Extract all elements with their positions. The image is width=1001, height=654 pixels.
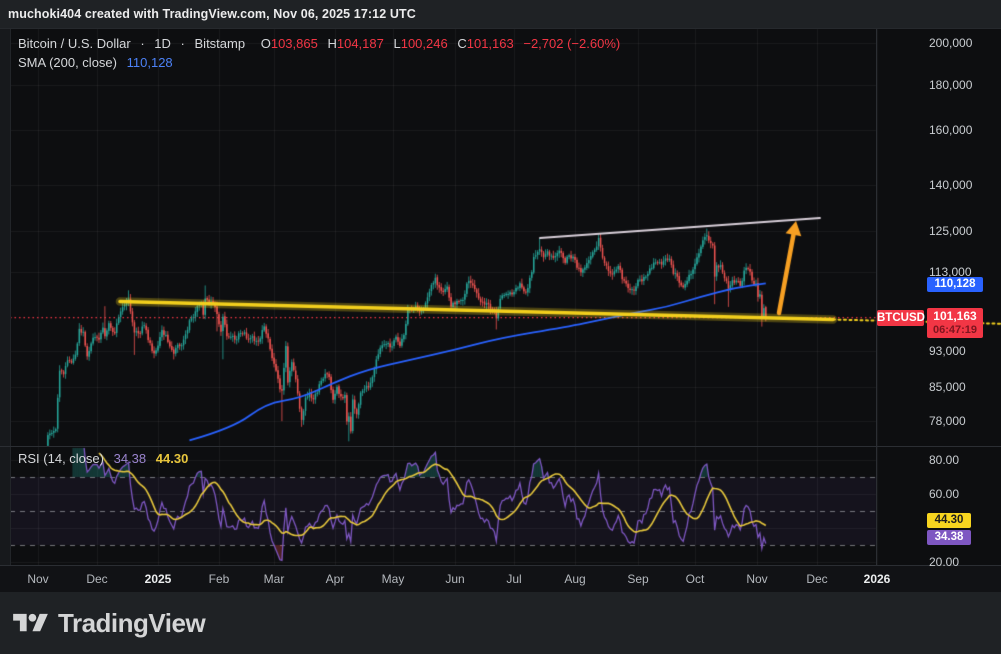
price-tick-label: 160,000: [929, 123, 972, 137]
rsi-badge-value: 34.38: [935, 531, 964, 543]
separator-dot: ·: [181, 36, 185, 51]
price-tick-label: 93,000: [929, 344, 966, 358]
tradingview-snapshot: muchoki404 created with TradingView.com,…: [0, 0, 1001, 654]
sma-price-badge: 110,128: [927, 277, 983, 292]
open-value: 103,865: [271, 36, 318, 51]
time-tick-label: Nov: [27, 572, 48, 586]
time-tick-label: May: [382, 572, 405, 586]
time-tick-label: Dec: [806, 572, 827, 586]
rsi-tick-label: 80.00: [929, 453, 959, 467]
exchange-label: Bitstamp: [195, 36, 246, 51]
separator-dot: ·: [140, 36, 144, 51]
price-tick-label: 78,000: [929, 414, 966, 428]
symbol-badge-text: BTCUSD: [877, 312, 925, 324]
left-margin: [0, 28, 11, 592]
time-tick-label: Apr: [326, 572, 345, 586]
low-label: L: [393, 36, 400, 51]
rsi-tick-label: 20.00: [929, 555, 959, 569]
rsi-tick-label: 60.00: [929, 487, 959, 501]
price-tick-label: 140,000: [929, 178, 972, 192]
high-label: H: [327, 36, 336, 51]
price-tick-label: 200,000: [929, 36, 972, 50]
time-tick-label: Nov: [746, 572, 767, 586]
symbol-price-label: BTCUSD: [877, 310, 924, 326]
last-price-value: 101,163: [927, 309, 983, 324]
rsi-badge: 34.38: [927, 530, 971, 545]
time-tick-label: Jun: [445, 572, 464, 586]
rsi-label: RSI (14, close): [18, 451, 104, 466]
time-tick-label: 2026: [864, 572, 891, 586]
high-value: 104,187: [337, 36, 384, 51]
time-tick-label: Dec: [86, 572, 107, 586]
pane-separator[interactable]: [0, 446, 1001, 447]
open-label: O: [261, 36, 271, 51]
attribution-bar: muchoki404 created with TradingView.com,…: [0, 0, 1001, 29]
time-tick-label: Jul: [506, 572, 521, 586]
time-tick-label: 2025: [145, 572, 172, 586]
rsi-legend[interactable]: RSI (14, close) 34.38 44.30: [18, 451, 188, 466]
time-tick-label: Mar: [264, 572, 285, 586]
time-tick-label: Aug: [564, 572, 585, 586]
rsi-value: 34.38: [114, 451, 147, 466]
rsi-ma-badge-value: 44.30: [935, 514, 964, 526]
change-value: −2,702 (−2.60%): [523, 36, 620, 51]
rsi-ma-value: 44.30: [156, 451, 189, 466]
symbol-title: Bitcoin / U.S. Dollar: [18, 36, 131, 51]
symbol-legend[interactable]: Bitcoin / U.S. Dollar · 1D · Bitstamp O1…: [18, 36, 620, 51]
time-tick-label: Oct: [686, 572, 705, 586]
rsi-ma-badge: 44.30: [927, 513, 971, 528]
price-tick-label: 125,000: [929, 224, 972, 238]
last-price-badge: 101,163 06:47:19: [927, 308, 983, 338]
footer-bar: TradingView: [0, 592, 1001, 654]
tradingview-logo[interactable]: TradingView: [13, 608, 205, 639]
close-label: C: [457, 36, 466, 51]
price-tick-label: 85,000: [929, 380, 966, 394]
sma-value: 110,128: [127, 55, 173, 70]
time-tick-label: Sep: [627, 572, 648, 586]
close-value: 101,163: [467, 36, 514, 51]
attribution-text: muchoki404 created with TradingView.com,…: [8, 7, 416, 21]
sma-label: SMA (200, close): [18, 55, 117, 70]
price-tick-label: 180,000: [929, 78, 972, 92]
tradingview-logo-icon: [13, 610, 48, 637]
bar-countdown: 06:47:19: [927, 324, 983, 337]
sma-badge-value: 110,128: [935, 278, 976, 290]
low-value: 100,246: [401, 36, 448, 51]
tradingview-logo-text: TradingView: [58, 608, 205, 639]
interval-label: 1D: [154, 36, 171, 51]
sma-legend[interactable]: SMA (200, close) 110,128: [18, 55, 173, 70]
chart-canvas[interactable]: [0, 0, 1001, 654]
time-tick-label: Feb: [209, 572, 230, 586]
